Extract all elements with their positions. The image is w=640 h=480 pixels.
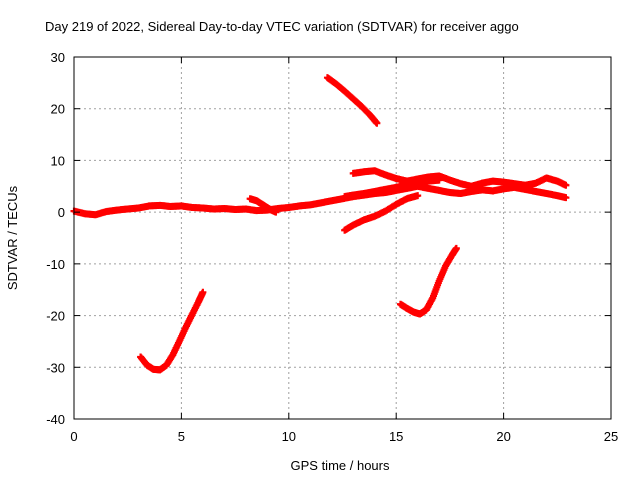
y-tick-label-6: 20 (51, 102, 65, 117)
data-point (435, 176, 443, 184)
y-axis: -40 -30 -20 -10 0 10 20 30 (46, 50, 611, 427)
x-axis: 0 5 10 15 20 25 (70, 57, 618, 444)
data-point (562, 181, 570, 189)
series-arc-left (137, 288, 207, 374)
data-point (562, 194, 570, 202)
series-arc-right (396, 244, 460, 318)
series-scatter-8 (246, 195, 280, 216)
y-tick-label-3: -10 (46, 257, 65, 272)
series-main-band (70, 182, 570, 219)
x-tick-label-3: 15 (389, 429, 403, 444)
grid (74, 57, 611, 419)
data-point (199, 288, 207, 296)
series-upper-branch (349, 167, 570, 190)
plot-frame (73, 56, 612, 420)
x-tick-label-5: 25 (604, 429, 618, 444)
x-axis-label: GPS time / hours (291, 458, 390, 473)
chart-title: Day 219 of 2022, Sidereal Day-to-day VTE… (45, 19, 519, 34)
x-tick-label-1: 5 (178, 429, 185, 444)
data-point (414, 192, 422, 200)
y-tick-label-2: -20 (46, 309, 65, 324)
series-upper-descent (323, 74, 381, 127)
y-tick-label-7: 30 (51, 50, 65, 65)
x-tick-label-4: 20 (496, 429, 510, 444)
data-point (373, 119, 381, 127)
y-tick-label-0: -40 (46, 412, 65, 427)
y-tick-label-4: 0 (58, 205, 65, 220)
y-axis-label: SDTVAR / TECUs (5, 185, 20, 290)
x-tick-label-2: 10 (282, 429, 296, 444)
x-tick-label-0: 0 (70, 429, 77, 444)
data-point (272, 208, 280, 216)
series-mid-branch (341, 176, 443, 201)
data-points (70, 74, 570, 374)
y-tick-label-5: 10 (51, 153, 65, 168)
data-point (452, 244, 460, 252)
series-lower-branch (341, 192, 422, 234)
y-tick-label-1: -30 (46, 360, 65, 375)
